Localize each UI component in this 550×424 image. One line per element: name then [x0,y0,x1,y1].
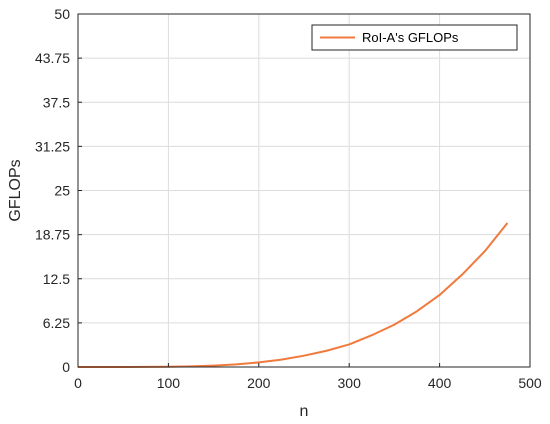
grid [78,14,530,367]
x-axis-label: n [300,403,309,420]
y-tick-label: 6.25 [43,315,70,331]
x-tick-label: 400 [428,375,452,391]
legend: RoI-A's GFLOPs [312,25,517,50]
y-tick-label: 43.75 [35,50,70,66]
x-tick-label: 100 [157,375,181,391]
y-tick-label: 25 [54,183,70,199]
y-tick-label: 31.25 [35,138,70,154]
series-line [78,223,507,367]
series-layer [78,223,507,367]
y-tick-label: 50 [54,6,70,22]
y-tick-label: 37.5 [43,94,70,110]
y-tick-label: 12.5 [43,271,70,287]
x-tick-label: 500 [518,375,542,391]
x-tick-label: 0 [74,375,82,391]
y-axis-ticks: 0 6.25 12.5 18.75 25 31.25 37.5 43.75 50 [35,6,82,375]
y-tick-label: 18.75 [35,227,70,243]
x-tick-label: 200 [247,375,271,391]
x-tick-label: 300 [338,375,362,391]
y-tick-label: 0 [62,359,70,375]
legend-label: RoI-A's GFLOPs [362,30,459,45]
y-axis-label: GFLOPs [7,159,24,221]
